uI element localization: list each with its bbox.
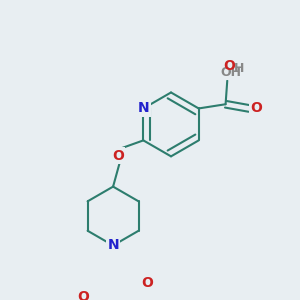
Text: N: N xyxy=(107,238,119,253)
Text: O: O xyxy=(77,290,89,300)
Text: O: O xyxy=(141,276,153,290)
Text: O: O xyxy=(223,58,235,73)
Text: OH: OH xyxy=(220,66,241,79)
Text: O: O xyxy=(112,148,124,163)
Text: H: H xyxy=(234,62,244,75)
Text: O: O xyxy=(250,101,262,116)
Text: N: N xyxy=(137,101,149,116)
